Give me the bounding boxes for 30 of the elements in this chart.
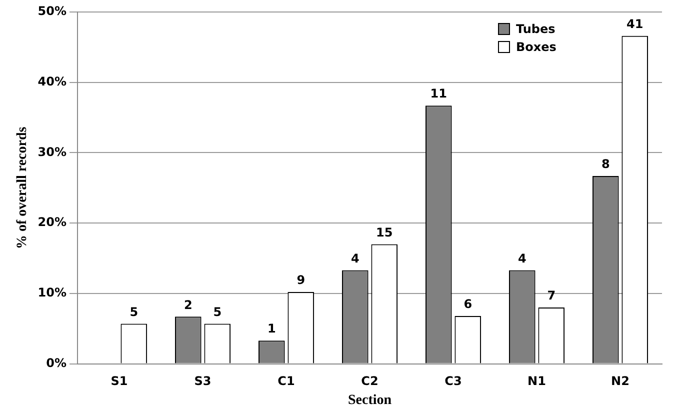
annotation: 6	[464, 297, 472, 312]
annotation: 7	[547, 288, 556, 303]
x-tick-label: N2	[611, 374, 630, 388]
x-axis-title: Section	[348, 393, 392, 408]
y-tick-label: 40%	[38, 74, 67, 88]
x-tick-label: C2	[361, 374, 378, 388]
x-tick-label: S1	[110, 374, 128, 388]
annotation: 4	[350, 251, 360, 266]
y-tick-label: 10%	[38, 286, 67, 300]
y-axis-title: % of overall records	[15, 126, 30, 250]
y-tick-label: 0%	[46, 356, 67, 370]
legend-label: Tubes	[516, 22, 556, 36]
annotation: 2	[184, 298, 192, 312]
x-tick-label: C1	[278, 374, 295, 388]
annotation: 5	[130, 304, 138, 319]
annotation: 11	[430, 86, 447, 101]
x-tick-label: S3	[194, 374, 212, 388]
annotation: 15	[376, 225, 393, 240]
y-tick-label: 50%	[38, 4, 67, 18]
y-tick-label: 30%	[38, 144, 67, 159]
annotation: 8	[601, 157, 610, 172]
annotation: 5	[213, 304, 222, 319]
annotation: 9	[296, 273, 306, 288]
annotation: 41	[626, 17, 644, 32]
x-tick-label: C3	[444, 374, 462, 388]
x-tick-label: N1	[528, 374, 546, 388]
annotation: 1	[267, 322, 276, 336]
text: Boxes	[516, 40, 556, 54]
y-tick-label: 20%	[38, 215, 67, 230]
annotation: 4	[518, 251, 526, 266]
